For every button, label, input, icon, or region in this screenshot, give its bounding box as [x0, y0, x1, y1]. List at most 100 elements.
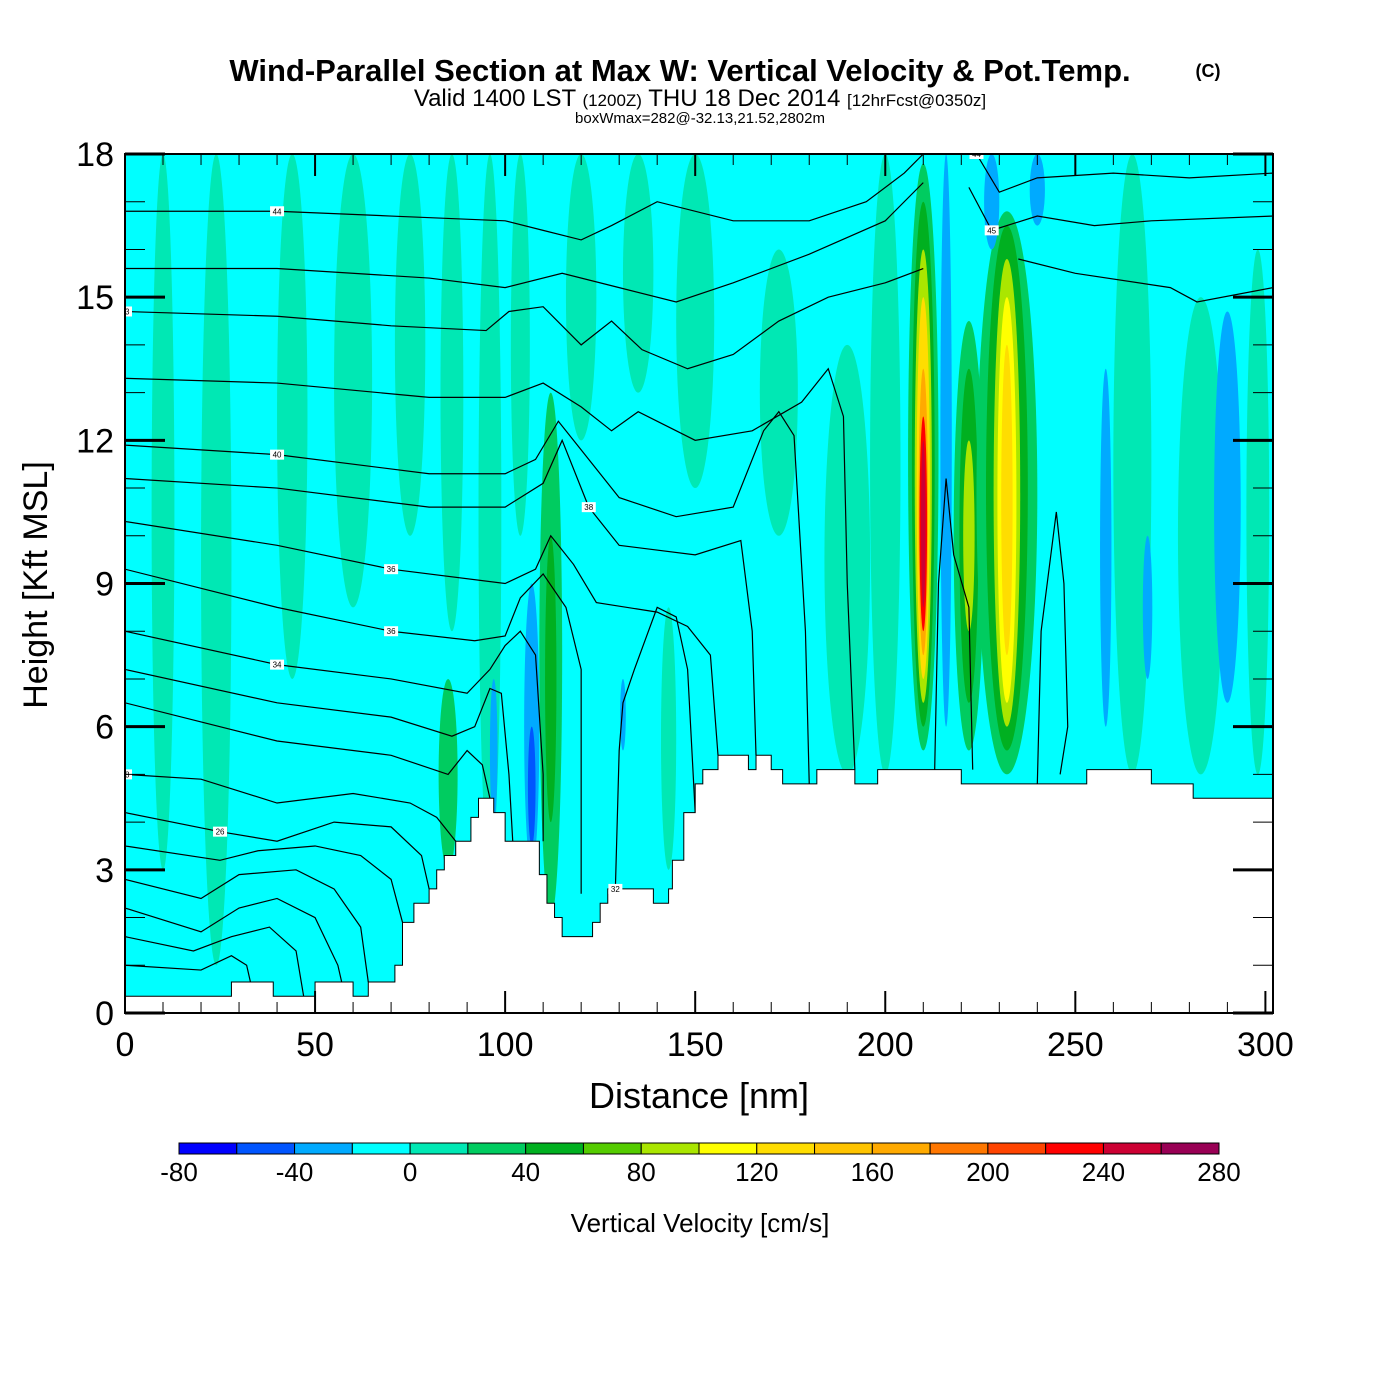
theta-contour-line	[125, 702, 491, 799]
chart-subtitle: Valid 1400 LST (1200Z) THU 18 Dec 2014 […	[414, 85, 986, 112]
colorbar-swatch	[698, 1142, 758, 1155]
contour-label-text: 26	[216, 828, 225, 837]
w-contour-fill	[565, 154, 597, 441]
w-contour-fill	[489, 678, 498, 823]
colorbar-swatch	[236, 1142, 296, 1155]
colorbar-swatch	[351, 1142, 411, 1155]
colorbar-tick-label: -40	[276, 1157, 314, 1187]
contour-label-text: 38	[584, 503, 593, 512]
colorbar-swatch	[640, 1142, 700, 1155]
x-tick-label: 300	[1237, 1026, 1294, 1064]
theta-contour-line	[125, 267, 924, 370]
w-contour-fill	[510, 154, 530, 536]
colorbar-swatch	[1045, 1142, 1104, 1155]
w-contour-fill	[440, 154, 464, 632]
contour-label: 34	[270, 659, 285, 670]
contour-label: 45	[984, 225, 999, 236]
theta-contour-line	[125, 773, 457, 842]
subtitle-date: THU 18 Dec 2014	[648, 85, 840, 112]
w-contour-fill	[676, 154, 715, 489]
contour-label: 38	[581, 502, 596, 513]
colorbar-tick-label: 0	[403, 1157, 417, 1187]
w-contour-fill	[620, 678, 626, 751]
x-axis-label: Distance [nm]	[589, 1075, 809, 1116]
x-tick-label: 100	[477, 1026, 534, 1064]
theta-contour-line	[1036, 511, 1069, 784]
x-tick-label: 0	[116, 1026, 135, 1064]
colorbar-swatch	[294, 1142, 353, 1155]
theta-contour-line	[125, 568, 582, 894]
y-axis-label: Height [Kft MSL]	[17, 461, 55, 709]
y-tick-label: 12	[76, 422, 114, 460]
y-tick-label: 18	[76, 136, 114, 174]
theta-contour-line	[125, 955, 252, 983]
w-contour-fill	[1177, 297, 1224, 775]
theta-contour-line	[1018, 258, 1273, 303]
w-contour-fill	[920, 440, 926, 608]
contour-label: 40	[270, 449, 285, 460]
w-contour-fill	[940, 154, 952, 727]
contour-label-box	[581, 502, 596, 513]
w-contour-fill	[201, 154, 232, 966]
contour-label: 44	[270, 206, 285, 217]
w-contour-fill	[759, 249, 798, 536]
contour-label-box	[213, 826, 228, 837]
contour-label: 44	[969, 154, 984, 159]
chart-title: Wind-Parallel Section at Max W: Vertical…	[229, 53, 1130, 88]
w-contour-fill	[394, 154, 426, 536]
theta-contour-line	[125, 520, 719, 756]
theta-contour-line	[125, 897, 343, 983]
w-contour-fill	[1142, 535, 1153, 679]
theta-contour-line	[125, 182, 924, 303]
y-tick-label: 0	[95, 995, 114, 1033]
contour-label-text: 40	[273, 451, 282, 460]
colorbar-swatch	[467, 1142, 527, 1155]
theta-contour-line	[934, 478, 974, 770]
w-contour-fill	[1100, 368, 1112, 727]
contour-label-text: 34	[273, 661, 282, 670]
subtitle-utc: (1200Z)	[582, 91, 642, 110]
theta-contour-line	[125, 926, 305, 997]
contour-label-text: 36	[387, 627, 396, 636]
terrain	[125, 754, 1273, 1013]
w-contour-fill	[963, 440, 975, 632]
x-tick-label: 250	[1047, 1026, 1104, 1064]
theta-contour-line	[125, 668, 514, 842]
colorbar-swatch	[1102, 1142, 1162, 1155]
contour-label-box	[270, 206, 285, 217]
contour-label: 26	[213, 826, 228, 837]
theta-contour-line	[125, 630, 544, 842]
theta-contour-line	[125, 410, 810, 784]
contour-label-text: 44	[273, 207, 282, 216]
theta-contour-line	[125, 869, 369, 983]
w-contour-fill	[870, 154, 901, 775]
colorbar-tick-label: 80	[627, 1157, 656, 1187]
chart-subtitle-2: boxWmax=282@-32.13,21.52,2802m	[575, 110, 825, 127]
colorbar-tick-label: 40	[511, 1157, 540, 1187]
w-contour-fill	[1214, 311, 1241, 703]
colorbar-swatch	[987, 1142, 1047, 1155]
w-contour-fill	[277, 154, 308, 679]
contour-label-text: 36	[387, 565, 396, 574]
y-tick-label: 3	[95, 852, 114, 890]
w-contour-fill	[1113, 154, 1152, 775]
colorbar-tick-label: 240	[1082, 1157, 1125, 1187]
colorbar-tick-label: 280	[1197, 1157, 1240, 1187]
theta-contour-line	[614, 606, 696, 889]
colorbar-swatch	[178, 1142, 238, 1155]
colorbar-swatch	[871, 1142, 931, 1155]
colorbar-swatch	[814, 1142, 873, 1155]
w-contour-fill	[1001, 344, 1013, 656]
contour-label: 36	[384, 564, 399, 575]
subtitle-valid: Valid 1400 LST	[414, 85, 577, 112]
w-contour-fill	[660, 607, 677, 870]
colorbar-swatch	[756, 1142, 816, 1155]
w-contour-fill	[151, 154, 175, 870]
w-contour-fill	[1029, 154, 1045, 226]
colorbar-swatch	[409, 1142, 469, 1155]
contour-label-box	[969, 154, 984, 159]
contour-label-box	[270, 659, 285, 670]
colorbar-swatch	[1160, 1142, 1220, 1155]
